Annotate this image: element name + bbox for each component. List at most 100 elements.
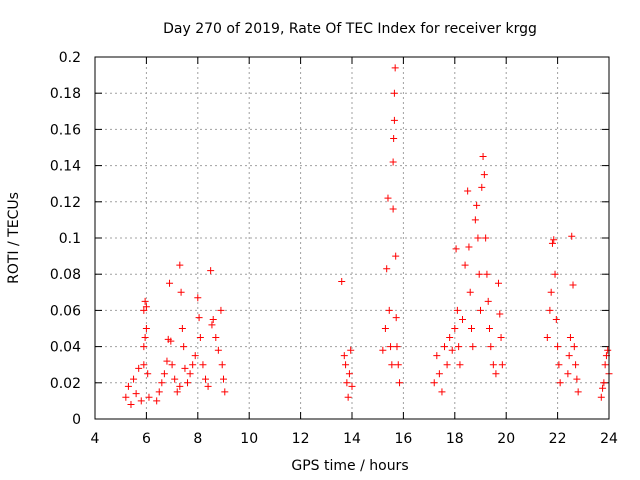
- data-point: [166, 279, 174, 287]
- data-point: [479, 153, 487, 161]
- data-point: [573, 375, 581, 383]
- x-tick-label: 6: [142, 431, 151, 447]
- data-point: [456, 361, 464, 369]
- data-point: [474, 234, 482, 242]
- data-point: [127, 401, 135, 409]
- data-point: [141, 297, 149, 305]
- data-point: [552, 315, 560, 323]
- data-point: [191, 352, 199, 360]
- data-point: [390, 116, 398, 124]
- data-point: [473, 201, 481, 209]
- data-point: [202, 375, 210, 383]
- data-point: [498, 361, 506, 369]
- data-points: [122, 64, 613, 409]
- data-point: [212, 334, 220, 342]
- data-point: [604, 346, 612, 354]
- y-tick-label: 0.12: [50, 195, 81, 211]
- data-point: [478, 183, 486, 191]
- data-point: [383, 265, 391, 273]
- data-point: [208, 321, 216, 329]
- data-point: [600, 379, 608, 387]
- data-point: [396, 379, 404, 387]
- y-tick-label: 0.2: [59, 50, 81, 66]
- data-point: [379, 346, 387, 354]
- data-point: [389, 158, 397, 166]
- data-point: [448, 346, 456, 354]
- data-point: [475, 270, 483, 278]
- data-point: [394, 361, 402, 369]
- data-point: [599, 384, 607, 392]
- data-point: [132, 390, 140, 398]
- x-tick-label: 4: [91, 431, 100, 447]
- data-point: [466, 288, 474, 296]
- data-point: [547, 288, 555, 296]
- axis-ticks: 4 6 8 10 12 14 16 18 20 22 24 0 0.02 0.04 0.06 0.08 0.1 0…: [50, 50, 618, 447]
- data-point: [489, 361, 497, 369]
- data-point: [140, 306, 148, 314]
- data-point: [469, 343, 477, 351]
- data-point: [194, 294, 202, 302]
- data-point: [468, 325, 476, 332]
- data-point: [214, 346, 222, 354]
- data-point: [465, 243, 473, 251]
- x-axis-label: GPS time / hours: [291, 458, 408, 474]
- data-point: [145, 393, 153, 401]
- data-point: [385, 306, 393, 314]
- data-point: [568, 232, 576, 240]
- data-point: [195, 314, 203, 322]
- data-point: [597, 393, 605, 401]
- data-point: [340, 352, 348, 360]
- y-tick-label: 0.18: [50, 86, 81, 102]
- data-point: [480, 171, 488, 179]
- data-point: [452, 245, 460, 253]
- x-tick-label: 18: [446, 431, 464, 447]
- data-point: [345, 370, 353, 378]
- data-point: [144, 370, 152, 378]
- data-point: [392, 314, 400, 322]
- data-point: [130, 375, 138, 383]
- data-point: [167, 337, 175, 345]
- data-point: [173, 388, 181, 396]
- data-point: [176, 261, 184, 269]
- data-point: [482, 234, 490, 242]
- data-point: [181, 364, 189, 372]
- data-point: [344, 393, 352, 401]
- data-point: [565, 352, 573, 360]
- y-tick-label: 0.06: [50, 303, 81, 319]
- data-point: [601, 361, 609, 369]
- y-tick-label: 0.16: [50, 122, 81, 138]
- x-tick-label: 14: [343, 431, 361, 447]
- data-point: [430, 379, 438, 387]
- data-point: [451, 325, 459, 332]
- data-point: [142, 325, 150, 332]
- data-point: [485, 325, 493, 332]
- data-point: [546, 306, 554, 314]
- data-point: [137, 397, 145, 405]
- x-tick-label: 24: [600, 431, 618, 447]
- data-point: [487, 343, 495, 351]
- data-point: [189, 361, 197, 369]
- y-tick-label: 0.04: [50, 340, 81, 356]
- data-point: [217, 306, 225, 314]
- data-point: [160, 370, 168, 378]
- data-point: [390, 89, 398, 97]
- data-point: [453, 306, 461, 314]
- x-tick-label: 20: [497, 431, 515, 447]
- data-point: [570, 343, 578, 351]
- data-point: [388, 361, 396, 369]
- data-point: [176, 382, 184, 390]
- data-point: [180, 343, 188, 351]
- data-point: [389, 205, 397, 213]
- x-tick-label: 8: [193, 431, 202, 447]
- data-point: [142, 303, 150, 311]
- y-tick-label: 0.14: [50, 159, 81, 175]
- data-point: [348, 382, 356, 390]
- data-point: [556, 379, 564, 387]
- data-point: [446, 334, 454, 342]
- data-point: [124, 382, 132, 390]
- data-point: [381, 325, 389, 332]
- data-point: [135, 364, 143, 372]
- data-point: [566, 334, 574, 342]
- data-point: [178, 325, 186, 332]
- data-point: [207, 267, 215, 275]
